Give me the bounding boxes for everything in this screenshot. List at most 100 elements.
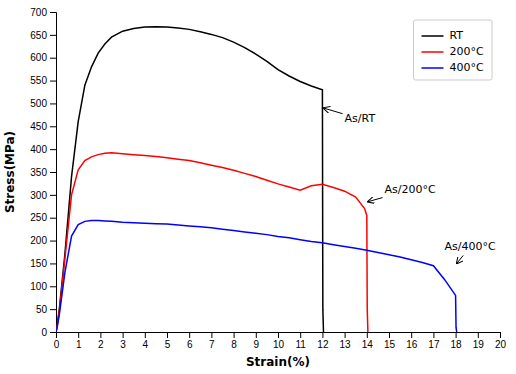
- x-tick-label: 0: [54, 339, 60, 350]
- annotation: As/400°C: [445, 240, 496, 263]
- x-tick: 2: [98, 332, 104, 350]
- x-tick-label: 7: [209, 339, 215, 350]
- legend-item: 200°C: [422, 45, 484, 58]
- x-tick-mark: [456, 332, 457, 338]
- y-tick: 200: [30, 235, 56, 246]
- y-tick-label: 600: [30, 52, 47, 63]
- y-tick-label: 650: [30, 30, 47, 41]
- y-tick-label: 250: [30, 212, 47, 223]
- x-tick: 11: [296, 332, 307, 350]
- y-tick-label: 50: [36, 304, 48, 315]
- x-tick: 13: [340, 332, 352, 350]
- x-tick-mark: [167, 332, 168, 338]
- legend-swatch: [422, 67, 444, 69]
- x-tick: 1: [76, 332, 82, 350]
- y-tick-label: 350: [30, 167, 47, 178]
- x-tick: 17: [428, 332, 440, 350]
- x-tick-label: 10: [273, 339, 285, 350]
- y-tick: 600: [30, 52, 56, 63]
- chart-svg: 0123456789101112131415161718192005010015…: [0, 0, 516, 374]
- y-tick-label: 200: [30, 235, 47, 246]
- y-tick-mark: [50, 195, 56, 196]
- y-tick: 50: [36, 304, 56, 315]
- x-tick-label: 17: [428, 339, 440, 350]
- y-axis-line: [50, 13, 57, 333]
- x-tick-label: 15: [384, 339, 396, 350]
- y-tick-label: 700: [30, 7, 47, 18]
- x-tick-label: 12: [317, 339, 329, 350]
- y-tick: 550: [30, 75, 56, 86]
- legend-item: RT: [422, 29, 464, 42]
- x-tick-mark: [189, 332, 190, 338]
- x-tick-mark: [256, 332, 257, 338]
- y-tick-label: 400: [30, 144, 47, 155]
- x-tick-mark: [278, 332, 279, 338]
- x-tick-mark: [234, 332, 235, 338]
- y-tick: 700: [30, 7, 56, 18]
- x-tick: 20: [495, 332, 507, 350]
- y-tick-mark: [50, 12, 56, 13]
- x-tick: 14: [362, 332, 374, 350]
- x-tick-mark: [367, 332, 368, 338]
- legend-label: 200°C: [450, 45, 484, 58]
- y-tick-label: 500: [30, 98, 47, 109]
- y-tick-label: 150: [30, 258, 47, 269]
- x-tick: 8: [231, 332, 237, 350]
- annotation-text: As/400°C: [445, 240, 496, 253]
- y-tick-mark: [50, 172, 56, 173]
- x-tick-label: 16: [406, 339, 418, 350]
- x-tick: 9: [254, 332, 260, 350]
- y-tick: 650: [30, 30, 56, 41]
- y-tick-mark: [50, 218, 56, 219]
- y-tick: 150: [30, 258, 56, 269]
- x-tick-mark: [345, 332, 346, 338]
- y-tick-mark: [50, 126, 56, 127]
- x-tick-label: 19: [473, 339, 485, 350]
- x-tick: 0: [54, 332, 60, 350]
- x-axis: 01234567891011121314151617181920: [54, 332, 507, 350]
- x-axis-line: [57, 333, 501, 339]
- x-tick-mark: [389, 332, 390, 338]
- x-tick-mark: [411, 332, 412, 338]
- x-tick: 18: [451, 332, 463, 350]
- annotation-text: As/RT: [345, 112, 376, 125]
- y-tick: 300: [30, 190, 56, 201]
- x-tick-label: 2: [98, 339, 104, 350]
- y-tick: 400: [30, 144, 56, 155]
- y-tick-label: 450: [30, 121, 47, 132]
- y-tick-mark: [50, 149, 56, 150]
- y-tick-mark: [50, 263, 56, 264]
- x-tick-label: 11: [296, 339, 307, 350]
- y-tick: 350: [30, 167, 56, 178]
- annotation-arrow: [368, 198, 383, 202]
- x-tick-label: 8: [231, 339, 237, 350]
- y-tick-label: 550: [30, 75, 47, 86]
- x-tick-label: 9: [254, 339, 260, 350]
- y-tick-mark: [50, 286, 56, 287]
- y-tick-mark: [50, 35, 56, 36]
- x-tick: 5: [165, 332, 171, 350]
- x-tick-label: 1: [76, 339, 82, 350]
- y-tick-mark: [50, 81, 56, 82]
- y-tick-mark: [50, 332, 56, 333]
- y-tick-label: 300: [30, 190, 47, 201]
- x-tick: 15: [384, 332, 396, 350]
- x-tick-mark: [123, 332, 124, 338]
- x-tick: 19: [473, 332, 485, 350]
- legend-item: 400°C: [422, 61, 484, 74]
- series-line: [56, 27, 324, 332]
- x-tick: 12: [317, 332, 329, 350]
- x-tick-label: 4: [143, 339, 149, 350]
- x-tick: 3: [120, 332, 126, 350]
- x-tick-mark: [322, 332, 323, 338]
- annotation: As/200°C: [368, 183, 436, 201]
- annotation-arrow: [324, 108, 343, 114]
- annotations: As/RT As/200°C As/400°C: [324, 108, 496, 263]
- x-tick-mark: [100, 332, 101, 338]
- annotation-text: As/200°C: [385, 183, 436, 196]
- y-tick: 500: [30, 98, 56, 109]
- x-tick-mark: [500, 332, 501, 338]
- x-tick-mark: [211, 332, 212, 338]
- y-tick-mark: [50, 241, 56, 242]
- annotation-arrow: [457, 255, 464, 263]
